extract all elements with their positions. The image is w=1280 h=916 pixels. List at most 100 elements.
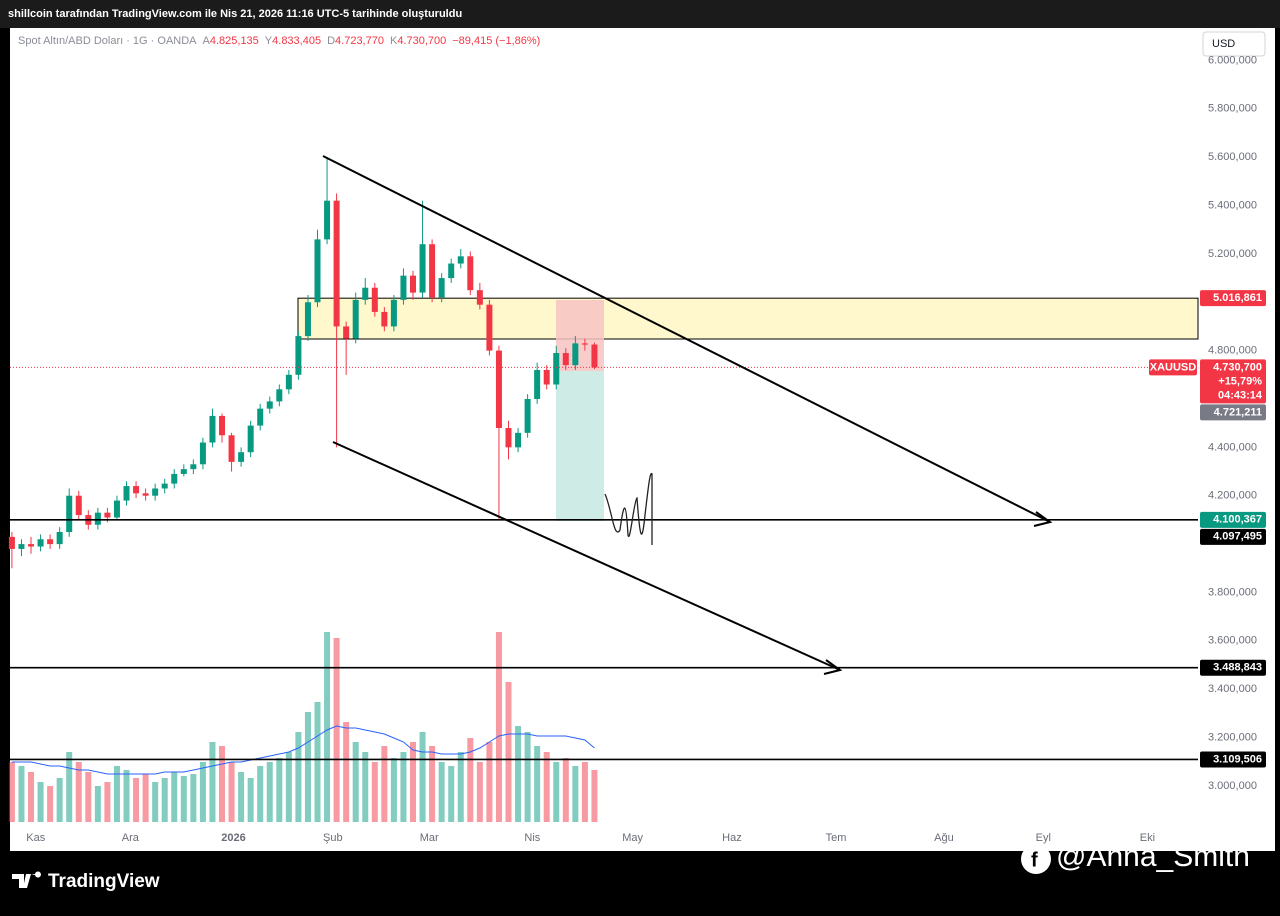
candle-body (562, 353, 569, 366)
y-tick-label: 5.600,000 (1208, 151, 1257, 163)
candle-body (199, 442, 206, 465)
volume-bar (324, 632, 331, 822)
candle-body (419, 244, 426, 293)
candle-body (152, 488, 159, 496)
volume-bar (199, 762, 206, 822)
y-tick-label: 4.200,000 (1208, 490, 1257, 502)
volume-bar (171, 772, 178, 822)
candle-body (572, 343, 579, 366)
candle-body (515, 432, 522, 448)
candle-body (37, 539, 44, 547)
volume-bar (66, 752, 73, 822)
facebook-icon (1021, 844, 1051, 874)
price-tag-label: 4.730,700 (1213, 361, 1262, 373)
candle-body (123, 486, 130, 501)
candle-body (486, 304, 493, 351)
marks (8, 157, 1198, 822)
volume-bar (295, 732, 302, 822)
volume-bar (8, 762, 15, 822)
volume-ma-line (11, 725, 595, 775)
x-tick-label: Haz (722, 832, 742, 844)
price-change: +15,79% (1218, 375, 1262, 387)
candle-body (228, 435, 235, 462)
legend: Spot Altın/ABD Doları · 1G · OANDA A4.825… (18, 35, 540, 47)
candle-body (371, 287, 378, 312)
candle-body (257, 408, 264, 426)
price-tag (1200, 404, 1266, 421)
volume-bar (228, 762, 235, 822)
candle-body (438, 278, 445, 298)
arrow-head (823, 659, 843, 675)
volume-bar (94, 786, 101, 822)
volume-bar (429, 746, 436, 822)
volume-bar (257, 766, 264, 822)
price-tag (1200, 290, 1266, 307)
volume-bar (28, 772, 35, 822)
candle-body (247, 425, 254, 453)
trend-line (322, 155, 1051, 523)
volume-bar (123, 770, 130, 822)
volume-bar (400, 752, 407, 822)
x-tick-label: Tem (826, 832, 847, 844)
legend-symbol: Spot Altın/ABD Doları · 1G · OANDA (18, 35, 197, 47)
y-tick-label: 3.000,000 (1208, 780, 1257, 792)
volume-bar (247, 778, 254, 822)
volume-bar (572, 766, 579, 822)
volume-bar (152, 782, 159, 822)
candle-body (276, 389, 283, 402)
symbol-tag (1149, 359, 1197, 376)
volume-bar (505, 682, 512, 822)
price-tag (1200, 528, 1266, 545)
volume-bar (467, 738, 474, 822)
y-tick-label: 3.800,000 (1208, 586, 1257, 598)
candle-body (171, 473, 178, 484)
candle-body (410, 275, 417, 293)
x-tick-label: Nis (524, 832, 540, 844)
candle-body (94, 512, 101, 525)
facebook-f: f (1031, 849, 1038, 871)
price-tag (1200, 659, 1266, 676)
price-tag (1200, 751, 1266, 768)
x-tick-label: Ağu (934, 832, 954, 844)
y-tick-label: 5.800,000 (1208, 103, 1257, 115)
symbol-tag-label: XAUUSD (1150, 361, 1197, 373)
candle-body (543, 369, 550, 385)
volume-bar (457, 752, 464, 822)
chart-panel (10, 28, 1275, 851)
candle-body (591, 344, 598, 368)
x-tick-label: Eki (1140, 832, 1155, 844)
volume-bar (495, 632, 502, 822)
candle-body (314, 239, 321, 303)
price-tag-label: 4.721,211 (1214, 406, 1262, 418)
volume-bar (314, 702, 321, 822)
currency-button[interactable] (1202, 31, 1266, 57)
volume-bar (476, 762, 483, 822)
candle-body (304, 302, 311, 337)
legend-value: 4.723,770 (335, 35, 384, 47)
candle-body (333, 200, 340, 327)
candle-body (56, 532, 63, 545)
y-tick-label: 5.400,000 (1208, 199, 1257, 211)
candle-body (429, 244, 436, 298)
legend-value: 4.833,405 (272, 35, 321, 47)
candle-body (400, 275, 407, 300)
x-tick-label: Kas (26, 832, 45, 844)
header-bar (0, 0, 1280, 28)
volume-bar (448, 766, 455, 822)
volume-bar (266, 762, 273, 822)
y-tick-label: 4.800,000 (1208, 345, 1257, 357)
candle-body (209, 415, 216, 443)
candle-body (524, 398, 531, 433)
volume-bar (543, 752, 550, 822)
legend-value: 4.730,700 (397, 35, 446, 47)
volume-bar (343, 722, 350, 822)
candle-body (581, 343, 588, 345)
candle-body (448, 263, 455, 279)
y-tick-label: 6.000,000 (1208, 54, 1257, 66)
candle-body (553, 353, 560, 385)
candle-body (381, 311, 388, 327)
candle-body (467, 256, 474, 291)
volume-bar (18, 766, 25, 822)
